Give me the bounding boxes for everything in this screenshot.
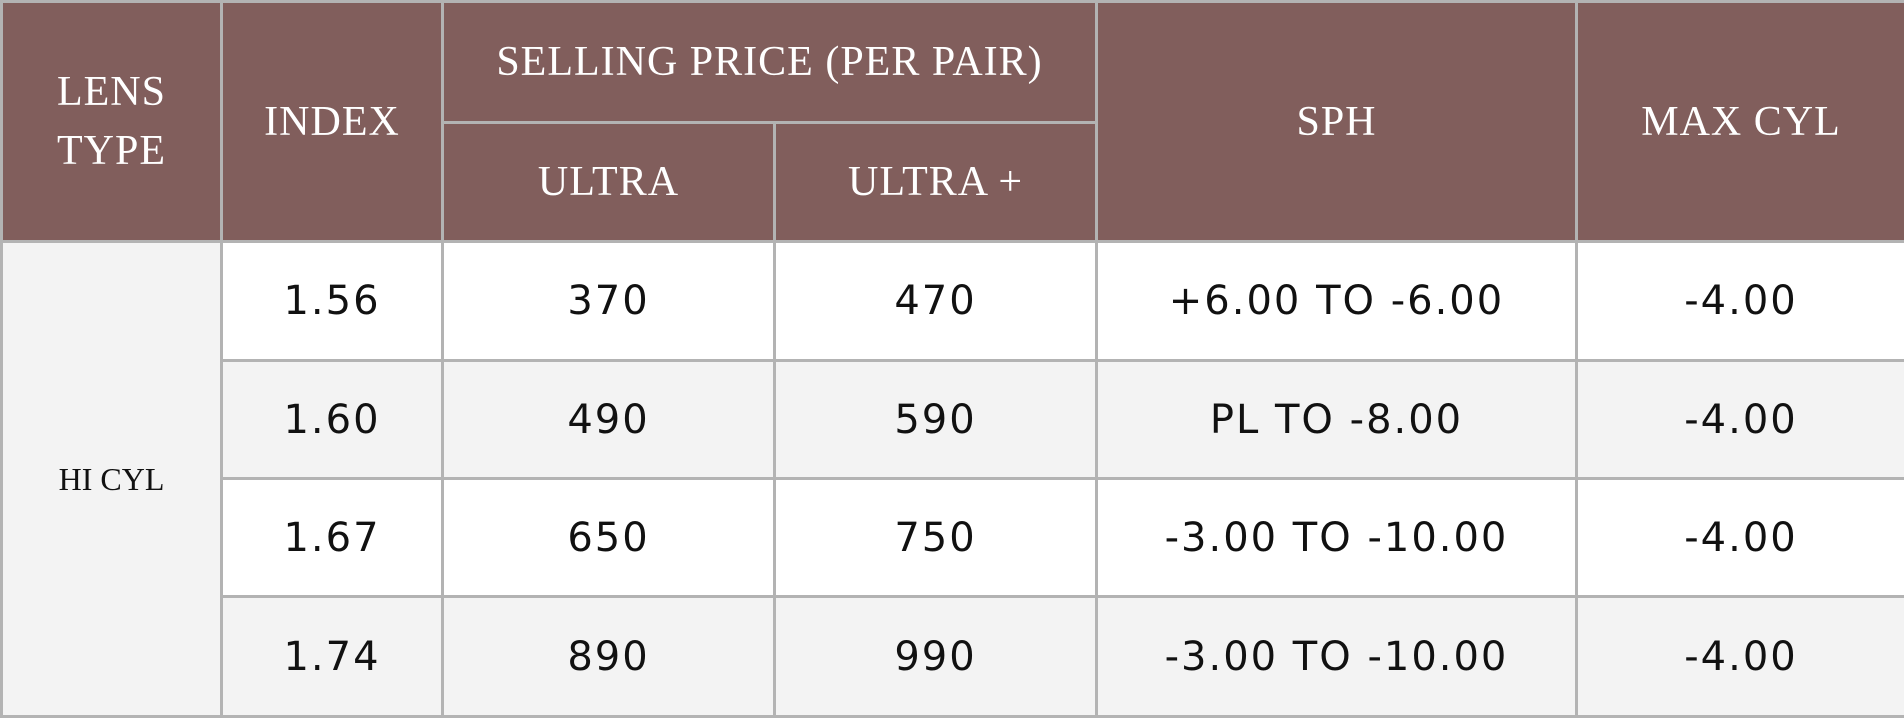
- table-cell: -3.00 TO -10.00: [1097, 479, 1577, 597]
- table-cell: -4.00: [1577, 597, 1904, 717]
- header-text: LENS TYPE: [47, 63, 177, 181]
- header-cell: ULTRA: [443, 123, 775, 242]
- table-cell: -3.00 TO -10.00: [1097, 597, 1577, 717]
- table-cell: +6.00 TO -6.00: [1097, 242, 1577, 361]
- header-cell: LENS TYPE: [2, 2, 222, 242]
- header-cell: SELLING PRICE (PER PAIR): [443, 2, 1097, 123]
- table-cell: -4.00: [1577, 361, 1904, 479]
- table-cell: 1.56: [222, 242, 443, 361]
- table-cell: 750: [775, 479, 1097, 597]
- header-cell: SPH: [1097, 2, 1577, 242]
- table-cell: 1.67: [222, 479, 443, 597]
- table-cell: 890: [443, 597, 775, 717]
- table-cell: 470: [775, 242, 1097, 361]
- header-cell: ULTRA +: [775, 123, 1097, 242]
- table-cell: 490: [443, 361, 775, 479]
- table-cell: 370: [443, 242, 775, 361]
- table-cell: 1.60: [222, 361, 443, 479]
- table-cell: 590: [775, 361, 1097, 479]
- table-cell: -4.00: [1577, 479, 1904, 597]
- header-cell: MAX CYL: [1577, 2, 1904, 242]
- header-cell: INDEX: [222, 2, 443, 242]
- table-cell: -4.00: [1577, 242, 1904, 361]
- table-cell: 990: [775, 597, 1097, 717]
- lens-type-cell: HI CYL: [2, 242, 222, 717]
- table-cell: PL TO -8.00: [1097, 361, 1577, 479]
- table-cell: 650: [443, 479, 775, 597]
- table-cell: 1.74: [222, 597, 443, 717]
